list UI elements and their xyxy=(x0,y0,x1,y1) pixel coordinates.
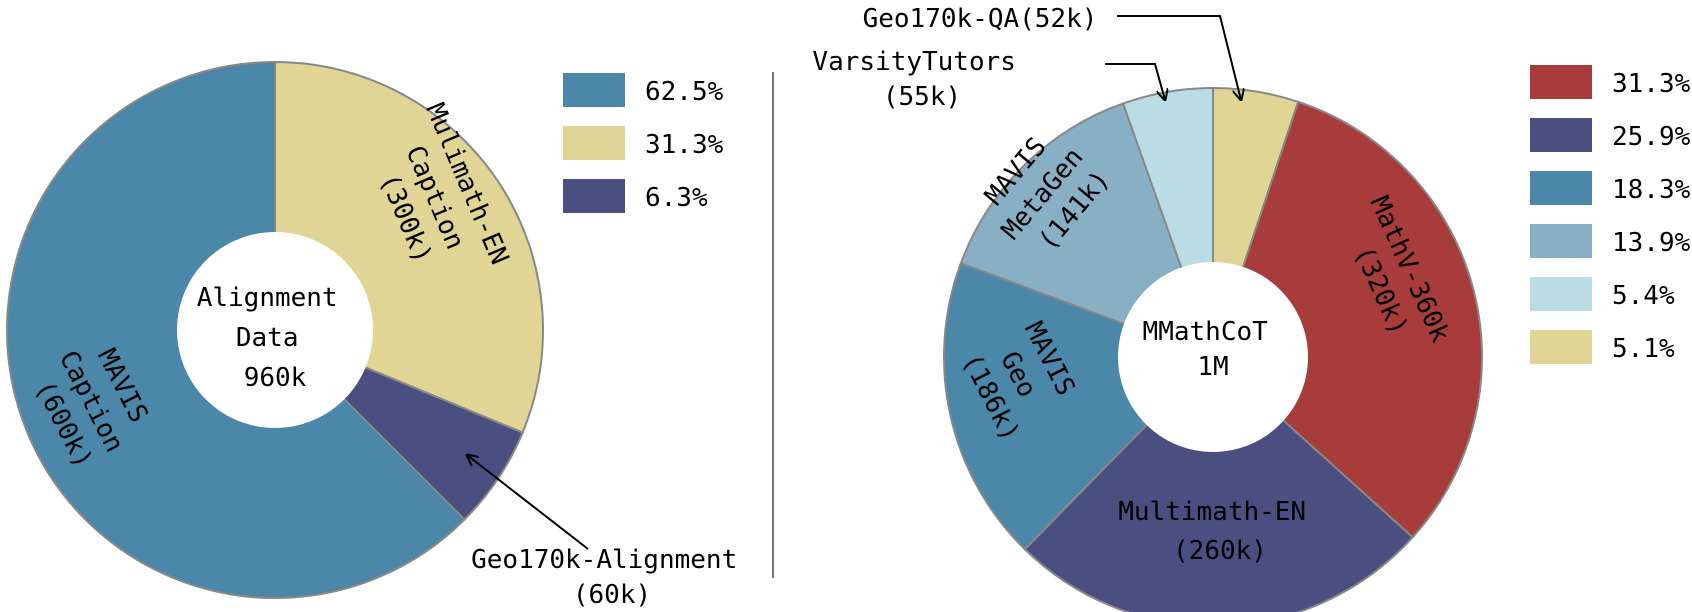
legend-label: 13.9% xyxy=(1612,228,1691,258)
center-label-line: Data xyxy=(236,323,299,353)
center-label-line: 1M xyxy=(1197,352,1228,382)
center-label: Alignment Data 960k xyxy=(197,283,354,393)
center-label-line: 960k xyxy=(244,363,307,393)
slice-label-geo170k-qa: Geo170k-QA(52k) xyxy=(863,4,1098,34)
slice-label-mavis-geo: MAVIS Geo (186k) xyxy=(956,317,1088,446)
slice-label-geo170k-alignment: Geo170k-Alignment (60k) xyxy=(471,545,753,610)
center-label: MMathCoT 1M xyxy=(1143,317,1284,382)
legend-label: 6.3% xyxy=(645,183,708,213)
pie-slice xyxy=(1023,355,1415,612)
legend-swatch xyxy=(1530,118,1592,152)
pie-slice xyxy=(1211,100,1483,539)
slice-label-line: VarsityTutors xyxy=(812,47,1016,77)
center-label-line: Alignment xyxy=(197,283,338,313)
legend-label: 5.4% xyxy=(1612,281,1675,311)
slice-label-line: (60k) xyxy=(573,580,651,610)
legend-label: 18.3% xyxy=(1612,175,1691,205)
slice-label-mavis-metagen: MAVIS MetaGen (141k) xyxy=(969,108,1126,268)
slice-label-varsitytutors: VarsityTutors (55k) xyxy=(812,47,1031,112)
center-label-line: MMathCoT xyxy=(1143,317,1269,347)
geo170k-alignment-arrow xyxy=(467,455,589,550)
legend-swatch xyxy=(563,126,625,160)
slice-label-line: Multimath-EN xyxy=(1118,497,1306,527)
slice-label-multimath-en: Multimath-EN (260k) xyxy=(1118,497,1322,566)
legend-label: 31.3% xyxy=(1612,69,1691,99)
legend: 31.3% 25.9% 18.3% 13.9% 5.4% 5.1% xyxy=(1530,65,1691,364)
slice-label-line: Geo170k-QA(52k) xyxy=(863,4,1098,34)
legend-label: 62.5% xyxy=(645,77,724,107)
legend-swatch xyxy=(1530,330,1592,364)
legend-swatch xyxy=(1530,224,1592,258)
legend: 62.5% 31.3% 6.3% xyxy=(563,73,724,213)
legend-swatch xyxy=(1530,277,1592,311)
slice-label-line: (55k) xyxy=(883,82,961,112)
legend-label: 31.3% xyxy=(645,130,724,160)
slice-label-line: Geo170k-Alignment xyxy=(471,545,737,575)
donut-hole xyxy=(1118,262,1308,452)
alignment-data-chart: Alignment Data 960k Mulimath-EN Caption … xyxy=(6,60,753,610)
legend-swatch xyxy=(1530,65,1592,99)
legend-swatch xyxy=(1530,171,1592,205)
slice-label-line: (260k) xyxy=(1173,536,1267,566)
varsitytutors-arrow xyxy=(1105,63,1165,100)
legend-label: 5.1% xyxy=(1612,334,1675,364)
legend-swatch xyxy=(563,179,625,213)
donut-hole xyxy=(177,232,373,428)
mmathcot-chart: MMathCoT 1M MathV-360k (320k) Multimath-… xyxy=(812,4,1691,612)
legend-label: 25.9% xyxy=(1612,122,1691,152)
legend-swatch xyxy=(563,73,625,107)
geo170k-qa-arrow xyxy=(1117,15,1241,100)
